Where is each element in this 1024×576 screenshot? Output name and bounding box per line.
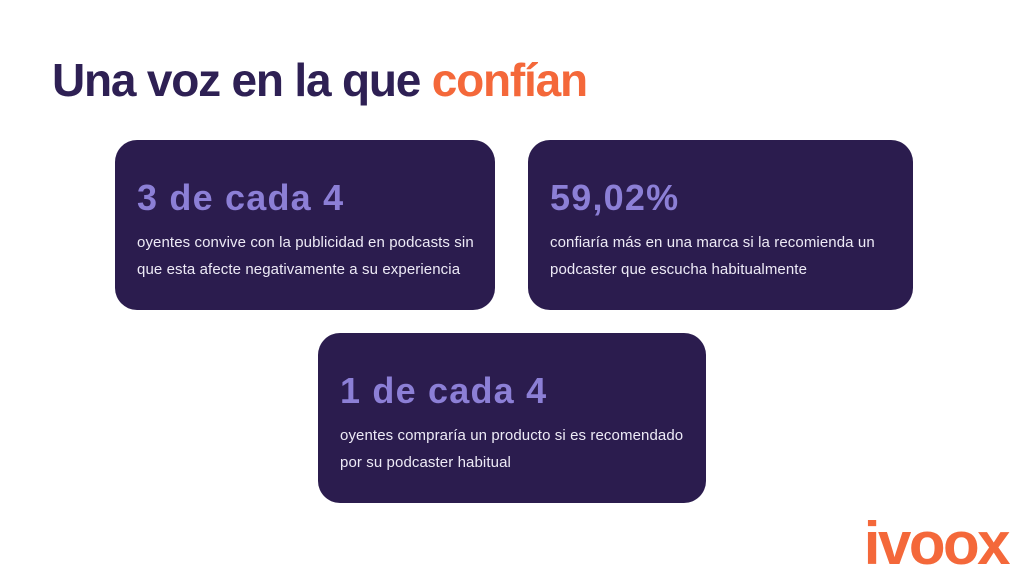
stat-description: confiaría más en una marca si la recomie… <box>550 234 875 278</box>
stat-card-1-de-cada-4: 1 de cada 4 oyentes compraría un product… <box>318 333 706 503</box>
stat-card-59-percent: 59,02% confiaría más en una marca si la … <box>528 140 913 310</box>
ivoox-logo: ivoox <box>863 510 1011 576</box>
stat-description: oyentes convive con la publicidad en pod… <box>137 234 474 278</box>
stat-value: 59,02% <box>550 177 680 218</box>
stat-card-3-de-cada-4: 3 de cada 4 oyentes convive con la publi… <box>115 140 495 310</box>
stat-description: oyentes compraría un producto si es reco… <box>340 427 684 471</box>
stat-value: 3 de cada 4 <box>137 177 345 218</box>
page-title-highlight: confían <box>431 54 588 106</box>
page-title-text: Una voz en la que <box>52 54 432 106</box>
stat-value: 1 de cada 4 <box>340 370 548 411</box>
page-title: Una voz en la que confían <box>52 53 588 107</box>
